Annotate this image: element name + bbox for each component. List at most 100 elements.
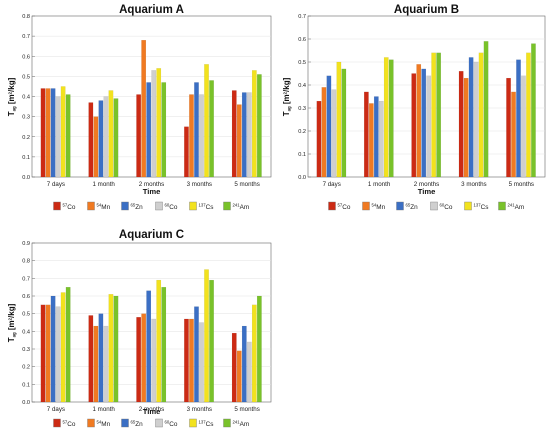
bar-54Mn-0 — [45, 88, 51, 178]
legend-label: 241Am — [508, 203, 525, 212]
legend-swatch — [121, 418, 129, 428]
legend-swatch — [223, 201, 231, 211]
bar-137Cs-3 — [204, 269, 209, 403]
bar-60Co-1 — [103, 96, 109, 178]
bar-60Co-2 — [151, 70, 157, 178]
bar-57Co-2 — [136, 317, 142, 403]
bar-241Am-4 — [531, 43, 536, 178]
legend-label: 54Mn — [97, 420, 111, 429]
chart-panel-3: Aquarium C 0.0 0.1 0.2 0.3 0.4 0.5 0.6 0.7 0.8 0.9… — [7, 229, 272, 429]
bar-65Zn-3 — [194, 82, 199, 178]
bar-65Zn-2 — [146, 290, 152, 403]
legend-swatch — [189, 418, 197, 428]
legend-item-137Cs: 137Cs — [464, 201, 489, 212]
bar-57Co-3 — [184, 126, 189, 178]
bar-65Zn-3 — [194, 306, 199, 403]
legend-label: 54Mn — [372, 203, 386, 212]
y-tick-label: 0.5 — [298, 60, 306, 66]
y-tick-label: 0.1 — [22, 382, 30, 388]
bar-60Co-1 — [103, 325, 109, 403]
x-category-label: 3 months — [187, 406, 212, 413]
legend-item-241Am: 241Am — [223, 418, 249, 428]
y-tick-label: 0.6 — [298, 37, 306, 43]
bar-137Cs-4 — [251, 304, 257, 403]
legend-item-241Am: 241Am — [498, 201, 525, 212]
chart-title: Aquarium C — [119, 229, 184, 241]
bar-137Cs-0 — [336, 61, 342, 178]
x-category-label: 5 months — [234, 181, 259, 188]
bar-137Cs-3 — [204, 64, 209, 178]
y-tick-label: 0.9 — [22, 241, 30, 247]
bar-54Mn-3 — [463, 77, 469, 178]
legend-label: 60Co — [165, 203, 178, 212]
legend-item-57Co: 57Co — [53, 201, 76, 211]
legend-item-65Zn: 65Zn — [396, 201, 418, 211]
x-category-label: 7 days — [47, 406, 65, 413]
bar-137Cs-1 — [383, 57, 389, 178]
bar-54Mn-4 — [511, 91, 516, 178]
bar-137Cs-2 — [156, 279, 162, 403]
bar-57Co-2 — [136, 94, 142, 178]
legend-label: 137Cs — [474, 203, 489, 212]
bar-241Am-2 — [161, 287, 167, 403]
legend-swatch — [464, 201, 472, 211]
y-axis-title: Tag [m2/kg] — [282, 77, 292, 116]
bar-241Am-0 — [341, 68, 347, 178]
bar-57Co-0 — [40, 88, 46, 178]
y-tick-label: 0.0 — [22, 175, 30, 181]
bar-54Mn-0 — [321, 87, 327, 178]
legend-label: 57Co — [338, 203, 351, 212]
x-axis-title: Time — [143, 187, 161, 196]
bar-57Co-3 — [458, 71, 464, 178]
legend-item-60Co: 60Co — [430, 201, 453, 211]
legend-item-54Mn: 54Mn — [362, 201, 386, 212]
y-tick-label: 0.6 — [22, 294, 30, 300]
bar-60Co-1 — [378, 100, 384, 178]
y-tick-label: 0.7 — [22, 276, 30, 282]
legend-item-60Co: 60Co — [155, 418, 178, 429]
bar-57Co-3 — [184, 318, 189, 403]
legend-swatch — [328, 201, 336, 211]
y-tick-label: 0.7 — [22, 34, 30, 40]
x-category-label: 1 month — [368, 181, 391, 188]
legend-item-60Co: 60Co — [155, 201, 178, 212]
y-tick-label: 0.3 — [22, 347, 30, 353]
legend-swatch — [362, 201, 370, 211]
bar-57Co-1 — [88, 315, 94, 403]
bar-137Cs-4 — [251, 70, 257, 178]
legend-label: 137Cs — [199, 203, 214, 212]
bar-241Am-1 — [113, 295, 119, 403]
legend-item-65Zn: 65Zn — [121, 201, 143, 211]
bar-60Co-4 — [246, 341, 252, 403]
bar-137Cs-1 — [108, 90, 114, 178]
bar-54Mn-3 — [189, 94, 194, 178]
bar-60Co-0 — [331, 89, 337, 178]
legend-item-137Cs: 137Cs — [189, 418, 213, 428]
bar-60Co-4 — [246, 92, 252, 178]
bar-65Zn-4 — [241, 92, 247, 178]
y-tick-label: 0.5 — [22, 74, 30, 80]
legend-label: 60Co — [165, 420, 178, 429]
y-tick-label: 0.2 — [298, 129, 306, 135]
legend-item-137Cs: 137Cs — [189, 201, 214, 212]
bar-65Zn-4 — [516, 59, 521, 178]
x-axis-title: Time — [418, 187, 436, 196]
bar-54Mn-0 — [45, 304, 51, 403]
bar-65Zn-2 — [146, 82, 152, 178]
bar-241Am-3 — [209, 80, 214, 178]
y-tick-label: 0.3 — [298, 106, 306, 112]
bar-54Mn-2 — [141, 313, 147, 403]
bar-241Am-3 — [483, 41, 489, 178]
y-tick-label: 0.2 — [22, 135, 30, 141]
y-axis-title: Tag [m2/kg] — [7, 303, 17, 342]
chart-panel-1: Aquarium A 0.0 0.1 0.2 0.3 0.4 0.5 0.6 0.7 0.8 7 d… — [7, 4, 272, 212]
bar-57Co-2 — [411, 73, 417, 178]
legend-swatch — [53, 418, 61, 428]
bar-65Zn-3 — [468, 57, 474, 178]
legend-swatch — [396, 201, 404, 211]
bar-241Am-1 — [388, 59, 394, 178]
bar-54Mn-4 — [236, 350, 242, 403]
legend-swatch — [155, 418, 163, 428]
bar-241Am-3 — [209, 279, 214, 403]
bar-57Co-1 — [364, 91, 369, 178]
